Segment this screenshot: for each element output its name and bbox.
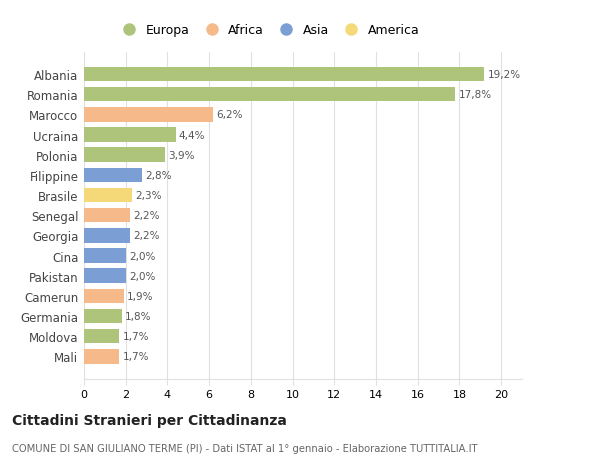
Text: 19,2%: 19,2% bbox=[488, 70, 521, 80]
Legend: Europa, Africa, Asia, America: Europa, Africa, Asia, America bbox=[114, 22, 422, 39]
Text: 1,7%: 1,7% bbox=[122, 352, 149, 362]
Text: 2,3%: 2,3% bbox=[135, 190, 161, 201]
Text: 2,0%: 2,0% bbox=[129, 251, 155, 261]
Text: 1,7%: 1,7% bbox=[122, 331, 149, 341]
Text: 17,8%: 17,8% bbox=[458, 90, 491, 100]
Text: 2,8%: 2,8% bbox=[146, 170, 172, 180]
Text: 4,4%: 4,4% bbox=[179, 130, 205, 140]
Text: 1,9%: 1,9% bbox=[127, 291, 153, 301]
Text: 6,2%: 6,2% bbox=[217, 110, 243, 120]
Bar bbox=[84, 148, 166, 162]
Text: COMUNE DI SAN GIULIANO TERME (PI) - Dati ISTAT al 1° gennaio - Elaborazione TUTT: COMUNE DI SAN GIULIANO TERME (PI) - Dati… bbox=[12, 443, 478, 453]
Text: 2,2%: 2,2% bbox=[133, 231, 160, 241]
Bar bbox=[84, 269, 126, 283]
Bar bbox=[84, 188, 132, 203]
Bar bbox=[84, 329, 119, 344]
Bar bbox=[84, 229, 130, 243]
Text: 1,8%: 1,8% bbox=[125, 311, 151, 321]
Text: Cittadini Stranieri per Cittadinanza: Cittadini Stranieri per Cittadinanza bbox=[12, 414, 287, 428]
Bar bbox=[84, 108, 214, 123]
Bar bbox=[84, 309, 122, 324]
Bar bbox=[84, 128, 176, 142]
Bar bbox=[84, 168, 142, 183]
Text: 2,0%: 2,0% bbox=[129, 271, 155, 281]
Text: 3,9%: 3,9% bbox=[169, 151, 195, 160]
Text: 2,2%: 2,2% bbox=[133, 211, 160, 221]
Bar bbox=[84, 349, 119, 364]
Bar bbox=[84, 88, 455, 102]
Bar bbox=[84, 208, 130, 223]
Bar bbox=[84, 67, 484, 82]
Bar bbox=[84, 289, 124, 303]
Bar bbox=[84, 249, 126, 263]
